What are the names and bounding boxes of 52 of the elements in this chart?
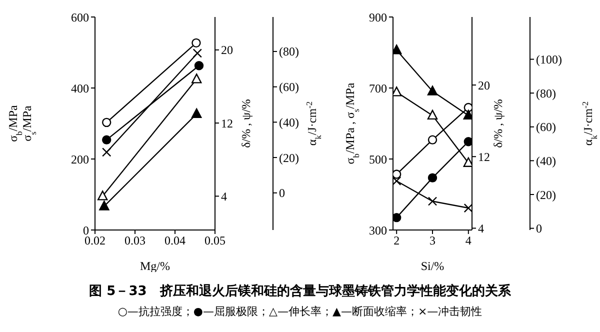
point bbox=[464, 137, 472, 146]
y-tick-label: 400 bbox=[71, 81, 89, 96]
point bbox=[102, 118, 112, 128]
y3-tick-label: 0 bbox=[536, 222, 542, 236]
y2-tick-label: 12 bbox=[478, 150, 490, 164]
x-axis-title: Si/% bbox=[420, 259, 444, 273]
y2-axis-title: δ/% , ψ/% bbox=[491, 99, 505, 148]
y2-tick-label: 20 bbox=[221, 43, 233, 58]
point bbox=[393, 176, 402, 186]
x-tick-label: 0.05 bbox=[204, 234, 226, 248]
point bbox=[463, 110, 472, 120]
y3-tick-label: (60) bbox=[279, 80, 299, 94]
y-tick-label: 300 bbox=[369, 223, 387, 238]
y3-tick-label: (20) bbox=[279, 150, 299, 165]
y3-tick-label: 0 bbox=[279, 186, 285, 200]
point bbox=[428, 135, 438, 144]
point bbox=[464, 102, 472, 112]
x-tick-label: 3 bbox=[430, 234, 436, 248]
text: 图 5－33 挤压和退火后镁和硅的含量与球墨铸铁管力学性能变化的关系 bbox=[88, 282, 512, 300]
y2-axis-title: δ/% , ψ/% bbox=[239, 99, 253, 148]
y-tick-label: 200 bbox=[71, 152, 89, 166]
y2-tick-label: 20 bbox=[478, 78, 490, 92]
y3-tick-label: (80) bbox=[279, 44, 299, 59]
y3-tick-label: (60) bbox=[536, 120, 556, 134]
y3-tick-label: (100) bbox=[536, 52, 562, 67]
y2-tick-label: 12 bbox=[221, 116, 233, 130]
x-tick-label: 4 bbox=[465, 234, 472, 248]
y2-tick-label: 4 bbox=[221, 189, 227, 204]
x-tick-label: 2 bbox=[394, 234, 400, 248]
y3-tick-label: (80) bbox=[536, 86, 556, 100]
x-tick-label: 0.04 bbox=[164, 234, 186, 248]
text: ○—抗拉强度；●—屈服极限；△—伸长率；▲—断面收缩率；×—冲击韧性 bbox=[116, 304, 484, 319]
y-tick-label: 700 bbox=[369, 81, 387, 96]
point bbox=[194, 61, 204, 70]
y3-tick-label: (40) bbox=[279, 115, 299, 130]
point bbox=[428, 173, 438, 182]
point bbox=[463, 157, 472, 167]
x-tick-label: 0.03 bbox=[124, 234, 146, 248]
y3-tick-label: (40) bbox=[536, 154, 556, 168]
y3-tick-label: (20) bbox=[536, 188, 556, 202]
point bbox=[102, 135, 112, 144]
y2-tick-label: 4 bbox=[478, 221, 484, 236]
point bbox=[428, 196, 438, 206]
point bbox=[393, 170, 402, 179]
y-tick-label: 900 bbox=[369, 10, 387, 24]
point bbox=[393, 44, 402, 54]
point bbox=[393, 212, 402, 222]
point bbox=[464, 203, 472, 213]
y-tick-label: 600 bbox=[71, 10, 89, 24]
y-tick-label: 500 bbox=[369, 152, 387, 166]
point bbox=[192, 38, 201, 48]
point bbox=[393, 86, 402, 96]
